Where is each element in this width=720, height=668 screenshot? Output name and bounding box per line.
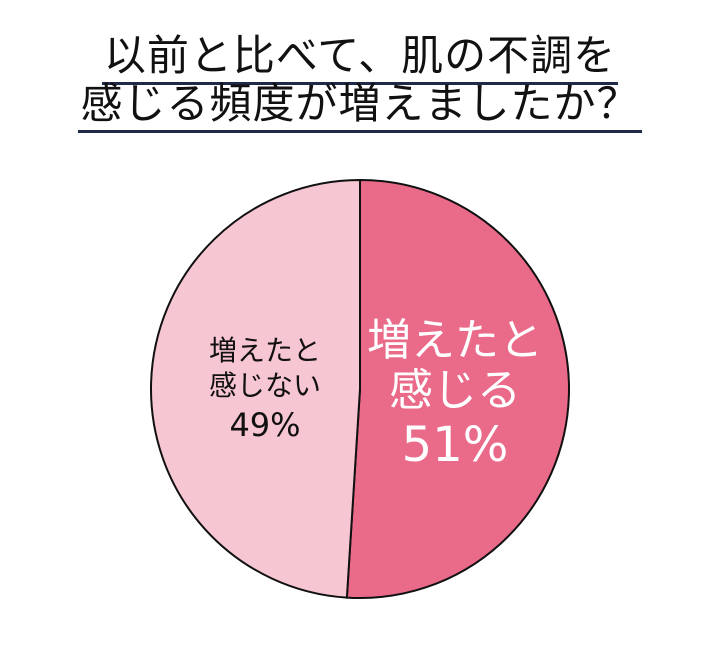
data-label-category-0: 感じる [389, 365, 521, 416]
title-text-2: 感じる頻度が増えましたか？ [78, 78, 642, 133]
chart-title-line-1: 以前と比べて、肌の不調を [0, 30, 720, 85]
data-label-category-1: 増えたと [209, 334, 321, 367]
title-text-1: 以前と比べて、肌の不調を [101, 30, 619, 85]
data-label-category-0: 増えたと [367, 315, 543, 366]
pie-slice-1 [150, 178, 361, 599]
chart-title-line-2: 感じる頻度が増えましたか？ [0, 78, 720, 133]
data-label-value-0: 51% [402, 417, 509, 473]
data-label-category-1: 感じない [209, 369, 321, 402]
pie-slice-0 [345, 178, 570, 599]
data-label-value-1: 49% [229, 406, 300, 444]
